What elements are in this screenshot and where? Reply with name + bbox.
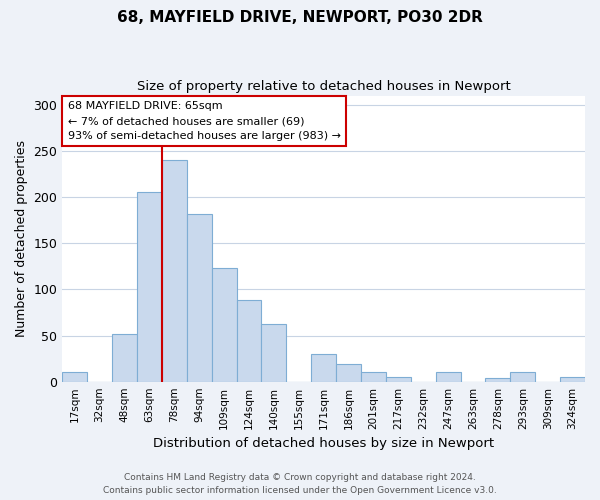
Bar <box>386 377 411 382</box>
Bar <box>212 268 236 382</box>
Bar <box>336 364 361 382</box>
X-axis label: Distribution of detached houses by size in Newport: Distribution of detached houses by size … <box>153 437 494 450</box>
Y-axis label: Number of detached properties: Number of detached properties <box>15 140 28 337</box>
Text: Contains HM Land Registry data © Crown copyright and database right 2024.
Contai: Contains HM Land Registry data © Crown c… <box>103 474 497 495</box>
Bar <box>485 378 511 382</box>
Text: 68 MAYFIELD DRIVE: 65sqm
← 7% of detached houses are smaller (69)
93% of semi-de: 68 MAYFIELD DRIVE: 65sqm ← 7% of detache… <box>68 102 341 141</box>
Bar <box>560 377 585 382</box>
Bar <box>361 372 386 382</box>
Text: 68, MAYFIELD DRIVE, NEWPORT, PO30 2DR: 68, MAYFIELD DRIVE, NEWPORT, PO30 2DR <box>117 10 483 25</box>
Bar <box>436 372 461 382</box>
Bar <box>262 324 286 382</box>
Title: Size of property relative to detached houses in Newport: Size of property relative to detached ho… <box>137 80 511 93</box>
Bar <box>162 160 187 382</box>
Bar <box>187 214 212 382</box>
Bar <box>112 334 137 382</box>
Bar <box>511 372 535 382</box>
Bar <box>236 300 262 382</box>
Bar <box>311 354 336 382</box>
Bar <box>62 372 87 382</box>
Bar <box>137 192 162 382</box>
